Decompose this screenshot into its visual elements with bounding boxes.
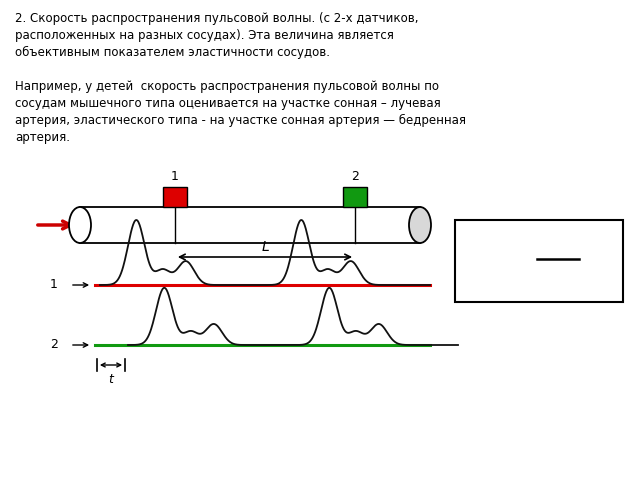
Text: 1: 1	[171, 170, 179, 183]
Text: t: t	[109, 373, 113, 386]
Bar	[163, 187, 187, 207]
Text: 2: 2	[351, 170, 359, 183]
Ellipse shape	[409, 207, 431, 243]
Text: Например, у детей  скорость распространения пульсовой волны по
сосудам мышечного: Например, у детей скорость распространен…	[15, 80, 466, 144]
Bar	[80, 207, 420, 243]
Text: 2. Скорость распространения пульсовой волны. (с 2-х датчиков,
расположенных на р: 2. Скорость распространения пульсовой во…	[15, 12, 419, 59]
Text: L: L	[261, 240, 269, 254]
Bar	[455, 220, 623, 302]
Text: 1: 1	[50, 278, 58, 291]
Text: t: t	[553, 275, 561, 293]
Ellipse shape	[69, 207, 91, 243]
Text: 2: 2	[50, 338, 58, 351]
Bar	[343, 187, 367, 207]
Text: L: L	[552, 229, 563, 247]
Text: м/с: м/с	[587, 253, 609, 266]
Text: V =: V =	[499, 251, 531, 268]
